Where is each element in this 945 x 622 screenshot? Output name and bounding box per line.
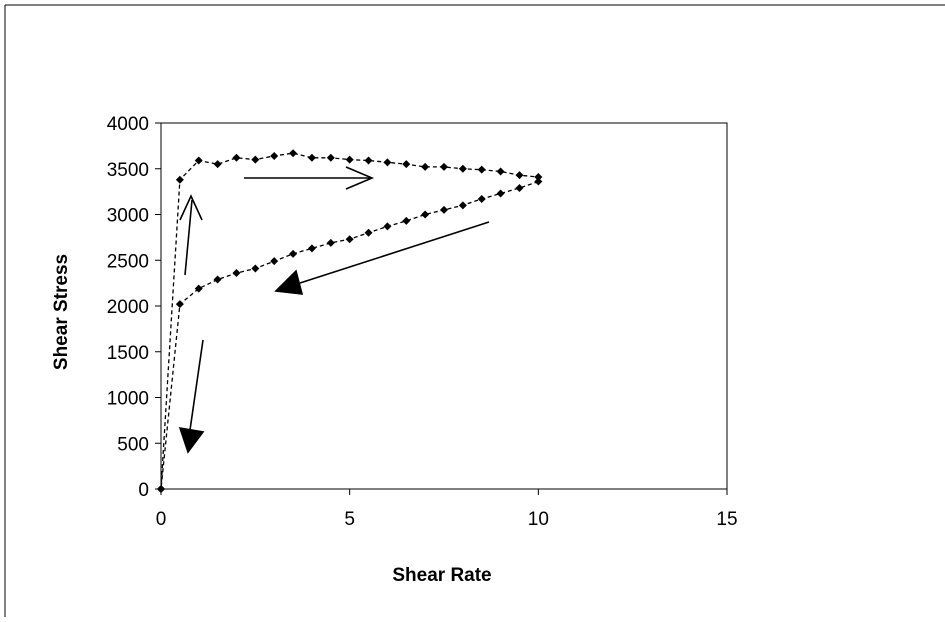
y-tick-label: 3000 [107, 206, 149, 227]
y-tick-label: 1000 [107, 389, 149, 410]
y-tick-label: 0 [138, 480, 149, 501]
data-point-lower [194, 284, 203, 293]
x-tick-label: 0 [156, 509, 167, 530]
data-point-lower [402, 216, 411, 225]
arrow-forward-head [345, 166, 375, 190]
data-point-lower [326, 238, 335, 247]
arrow-up-line [184, 199, 193, 276]
data-point-lower [345, 235, 354, 244]
y-tick-label: 4000 [107, 114, 149, 135]
data-point-lower [421, 210, 430, 219]
data-point-lower [515, 183, 524, 192]
data-point-upper [440, 162, 448, 171]
data-point-upper [402, 160, 411, 169]
data-point-upper [251, 155, 260, 164]
data-point-lower [496, 189, 505, 198]
data-point-lower [251, 264, 260, 273]
data-markers [157, 149, 543, 493]
data-point-lower [383, 222, 392, 231]
x-axis: 0 5 10 15 [156, 489, 738, 530]
data-point-upper [383, 158, 392, 167]
data-point-lower [477, 194, 486, 203]
x-axis-title: Shear Rate [392, 565, 491, 586]
data-point-lower [213, 275, 222, 284]
data-point-upper [458, 164, 467, 173]
data-point-lower [175, 300, 184, 309]
data-curves [160, 152, 539, 490]
data-point-upper [326, 153, 335, 162]
data-point-upper [213, 160, 222, 169]
data-point-upper [175, 175, 184, 184]
data-point-lower [534, 177, 543, 186]
data-point-lower [289, 249, 298, 258]
data-point-upper [421, 162, 430, 171]
data-point-lower [307, 244, 316, 253]
y-tick-label: 1500 [107, 343, 149, 364]
y-tick-label: 2500 [107, 251, 149, 272]
data-point-upper [270, 151, 279, 160]
data-point-upper [534, 172, 543, 181]
data-point-lower [232, 269, 241, 278]
data-point-lower [364, 228, 373, 237]
data-point-upper [194, 156, 203, 165]
annotation-arrows [178, 166, 490, 454]
data-point-upper [477, 165, 486, 174]
data-point-upper [345, 155, 354, 164]
data-point-upper [232, 153, 241, 162]
arrow-up-head [179, 194, 203, 221]
arrow-down-line [189, 339, 204, 431]
series-line-upper [160, 152, 539, 490]
data-point-upper [496, 167, 505, 176]
data-point-upper [289, 149, 298, 158]
x-tick-label: 15 [716, 509, 737, 530]
arrow-return-head [274, 269, 304, 295]
data-point-upper [515, 171, 524, 180]
data-point-lower [157, 485, 165, 493]
x-tick-label: 10 [528, 509, 549, 530]
x-tick-label: 5 [344, 509, 355, 530]
arrow-return-line [299, 221, 490, 284]
data-point-upper [364, 156, 373, 165]
data-point-upper [307, 153, 316, 162]
y-tick-label: 3500 [107, 160, 149, 181]
data-point-lower [270, 257, 279, 266]
y-axis: 0 500 1000 1500 2000 2500 3000 3500 4000 [107, 114, 161, 501]
data-point-lower [440, 205, 448, 214]
arrow-down-head [178, 426, 205, 454]
y-tick-label: 2000 [107, 297, 149, 318]
series-line-lower [160, 180, 539, 490]
data-point-lower [458, 201, 467, 210]
y-tick-label: 500 [117, 434, 149, 455]
y-axis-title: Shear Stress [51, 254, 72, 370]
